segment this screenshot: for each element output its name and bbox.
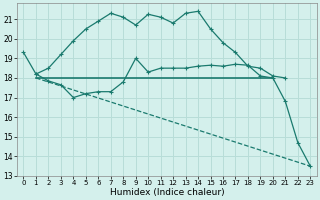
X-axis label: Humidex (Indice chaleur): Humidex (Indice chaleur): [109, 188, 224, 197]
